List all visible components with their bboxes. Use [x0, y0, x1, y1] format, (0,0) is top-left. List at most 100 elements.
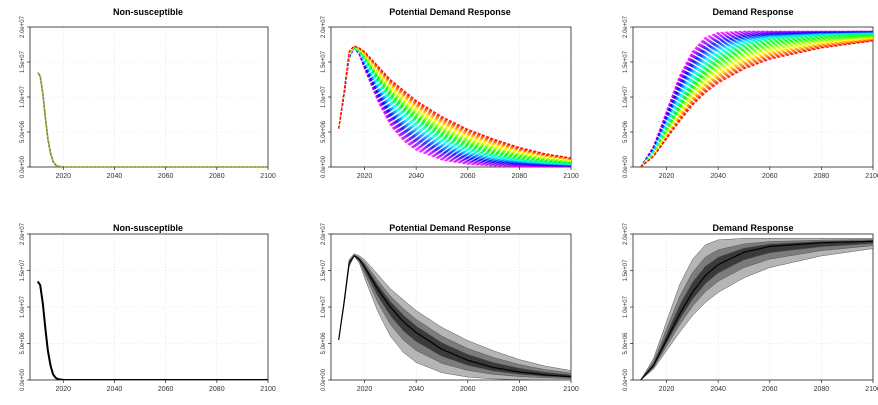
- series-line: [338, 46, 571, 163]
- series-line: [338, 47, 571, 166]
- plot-area: [37, 72, 268, 167]
- x-tick-label: 2060: [460, 173, 476, 180]
- chart-panel-6: Demand Response 2020 2040 2060 2080 2100 0.0e+…: [623, 222, 878, 393]
- series-line: [338, 47, 571, 165]
- x-tick-label: 2020: [357, 173, 373, 180]
- chart-title: Potential Demand Response: [389, 7, 511, 17]
- series-line: [640, 33, 873, 167]
- x-tick-label: 2080: [209, 386, 225, 393]
- series-line: [640, 32, 873, 167]
- y-tick-label: 1.5e+07: [623, 50, 629, 73]
- x-tick-label: 2060: [762, 173, 778, 180]
- x-tick-label: 2020: [357, 386, 373, 393]
- y-tick-label: 1.0e+07: [20, 295, 26, 318]
- y-tick-label: 0.0e+00: [20, 155, 26, 178]
- median-line: [338, 255, 571, 378]
- chart-panel-5: Potential Demand Response 2020 2040 2060 208…: [321, 222, 579, 393]
- y-tick-label: 5.0e+06: [623, 120, 629, 143]
- uncertainty-band: [640, 240, 873, 380]
- chart-panel-2: Potential Demand Response 2020 2040 2060 208…: [321, 7, 579, 180]
- y-tick-label: 1.0e+07: [321, 295, 327, 318]
- series-line: [640, 35, 873, 167]
- chart-title: Potential Demand Response: [389, 223, 511, 233]
- x-tick-label: 2100: [260, 386, 276, 393]
- plot-frame: [29, 233, 269, 381]
- x-tick-label: 2020: [55, 386, 71, 393]
- x-tick-label: 2020: [659, 173, 675, 180]
- series-line: [338, 47, 571, 167]
- series-line: [338, 47, 571, 167]
- chart-title: Demand Response: [712, 7, 793, 17]
- series-line: [640, 37, 873, 167]
- x-tick-label: 2020: [659, 386, 675, 393]
- chart-panel-1: Non-susceptible 2020 2040 2060 2080 2100 0.0e+…: [20, 7, 276, 180]
- y-tick-label: 5.0e+06: [321, 120, 327, 143]
- x-tick-label: 2040: [710, 386, 726, 393]
- series-line: [338, 47, 571, 166]
- series-line: [338, 45, 571, 159]
- x-tick-label: 2060: [762, 386, 778, 393]
- y-tick-label: 1.5e+07: [20, 259, 26, 282]
- x-tick-label: 2080: [814, 386, 830, 393]
- series-line: [338, 45, 571, 160]
- y-tick-label: 2.0e+07: [623, 15, 629, 38]
- x-tick-label: 2080: [814, 173, 830, 180]
- series-line: [338, 47, 571, 166]
- plot-area: [640, 238, 873, 380]
- y-tick-label: 5.0e+06: [623, 332, 629, 355]
- series-line: [640, 40, 873, 167]
- x-tick-label: 2100: [865, 386, 878, 393]
- y-tick-label: 1.0e+07: [20, 85, 26, 108]
- series-line: [640, 34, 873, 167]
- y-tick-label: 2.0e+07: [20, 222, 26, 245]
- y-tick-label: 1.5e+07: [623, 259, 629, 282]
- x-tick-label: 2040: [107, 173, 123, 180]
- series-line: [37, 72, 268, 167]
- series-line: [338, 46, 571, 163]
- y-tick-label: 0.0e+00: [623, 368, 629, 391]
- chart-title: Non-susceptible: [113, 7, 183, 17]
- x-tick-label: 2100: [260, 173, 276, 180]
- x-tick-label: 2040: [107, 386, 123, 393]
- x-tick-label: 2060: [158, 386, 174, 393]
- x-tick-label: 2020: [55, 173, 71, 180]
- y-tick-label: 1.0e+07: [321, 85, 327, 108]
- y-tick-label: 5.0e+06: [321, 332, 327, 355]
- series-line: [338, 47, 571, 166]
- y-tick-label: 1.5e+07: [20, 50, 26, 73]
- plot-area: [338, 253, 571, 380]
- series-line: [640, 31, 873, 167]
- series-line: [338, 45, 571, 159]
- y-tick-label: 1.5e+07: [321, 50, 327, 73]
- y-tick-label: 1.0e+07: [623, 295, 629, 318]
- plot-area: [36, 280, 268, 380]
- x-tick-label: 2080: [512, 386, 528, 393]
- x-tick-label: 2080: [209, 173, 225, 180]
- x-tick-label: 2040: [408, 173, 424, 180]
- y-tick-label: 5.0e+06: [20, 120, 26, 143]
- series-line: [37, 72, 268, 167]
- y-tick-label: 0.0e+00: [321, 155, 327, 178]
- y-tick-label: 0.0e+00: [321, 368, 327, 391]
- median-line: [640, 240, 873, 380]
- y-tick-label: 2.0e+07: [623, 222, 629, 245]
- x-tick-label: 2040: [408, 386, 424, 393]
- chart-panel-3: Demand Response 2020 2040 2060 2080 2100 0.0e+…: [623, 7, 878, 180]
- series-line: [36, 280, 268, 380]
- y-tick-label: 0.0e+00: [20, 368, 26, 391]
- y-tick-label: 1.5e+07: [321, 259, 327, 282]
- y-tick-label: 1.0e+07: [623, 85, 629, 108]
- y-tick-label: 2.0e+07: [321, 222, 327, 245]
- series-line: [640, 34, 873, 167]
- x-tick-label: 2100: [563, 173, 579, 180]
- y-tick-label: 5.0e+06: [20, 332, 26, 355]
- x-tick-label: 2100: [865, 173, 878, 180]
- chart-title: Demand Response: [712, 223, 793, 233]
- y-tick-label: 2.0e+07: [20, 15, 26, 38]
- chart-panel-4: Non-susceptible 2020 2040 2060 2080 2100 0.0e+…: [20, 222, 276, 393]
- series-line: [338, 47, 571, 166]
- series-line: [338, 46, 571, 163]
- x-tick-label: 2040: [710, 173, 726, 180]
- plot-area: [338, 45, 571, 167]
